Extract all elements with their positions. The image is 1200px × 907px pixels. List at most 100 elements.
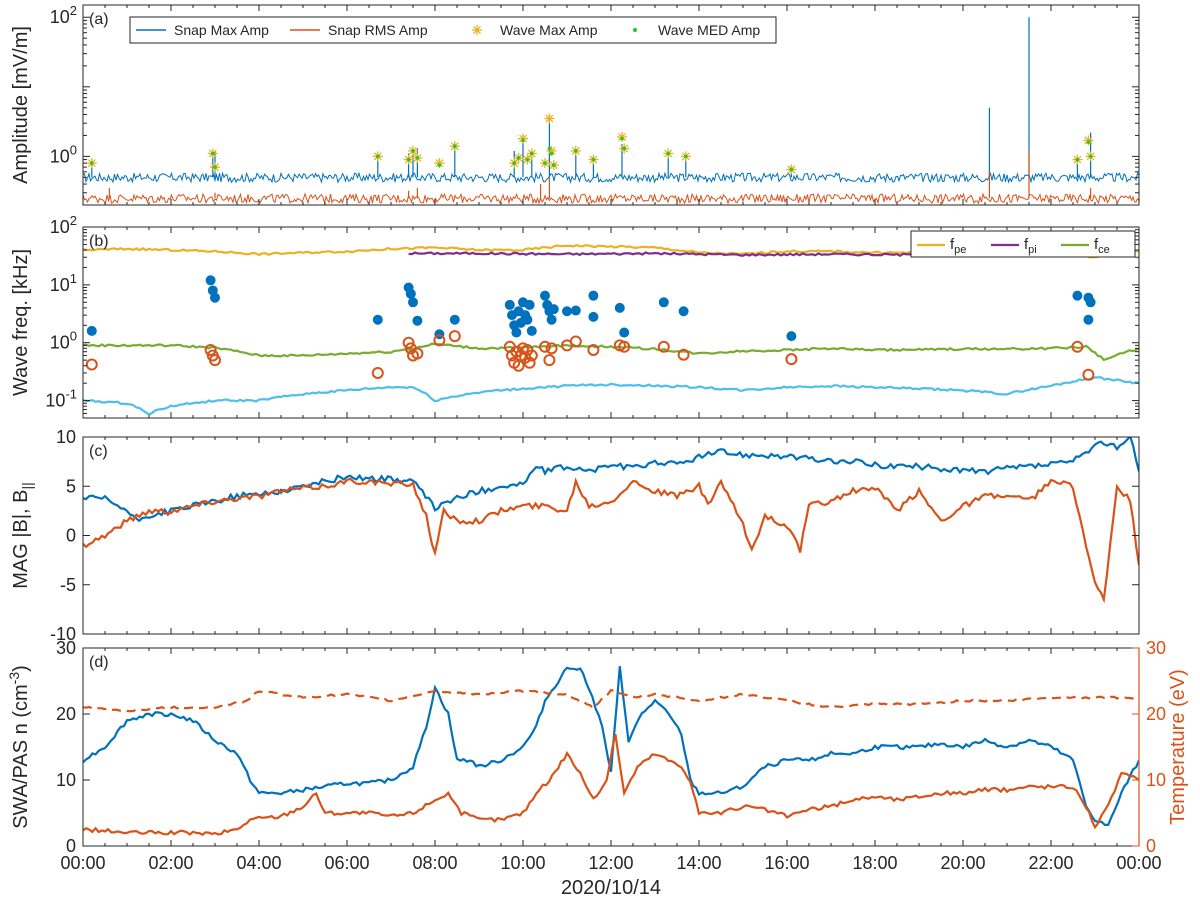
data-point: [588, 311, 599, 322]
star-stroke: [435, 159, 444, 168]
data-point-dot: [211, 151, 215, 156]
data-point: [658, 297, 669, 308]
y-tick-label: 10: [56, 427, 76, 447]
right-y-tick-label: 30: [1146, 638, 1166, 658]
data-point: [522, 314, 533, 325]
legend-box: [129, 16, 777, 44]
data-point-dot: [543, 161, 547, 165]
x-tick-label: 00:00: [60, 853, 105, 873]
data-point: [372, 314, 383, 325]
panel-label: (c): [89, 443, 108, 460]
series-line-snap-max-amp: [83, 171, 1139, 184]
y-tick-label: 101: [50, 271, 77, 295]
star-stroke: [547, 146, 556, 155]
x-axis-label: 2020/10/14: [561, 877, 661, 899]
star-stroke: [1084, 136, 1093, 145]
x-tick-label: 06:00: [324, 853, 369, 873]
panel-label: (d): [89, 654, 109, 671]
legend: fpe fpi fce: [910, 230, 1136, 258]
data-point-dot: [453, 144, 457, 149]
data-point-dot: [591, 157, 596, 162]
y-tick-label: 30: [56, 638, 76, 658]
data-point: [1083, 314, 1094, 325]
data-point: [1082, 368, 1095, 381]
data-point-dot: [376, 154, 380, 159]
series-line-t-solid: [83, 733, 1139, 836]
data-point-dot: [549, 151, 554, 156]
data-point-dot: [684, 154, 688, 159]
legend-label: fce: [1094, 236, 1110, 256]
axes-box: [82, 647, 1140, 847]
data-point: [545, 342, 558, 355]
data-point: [539, 340, 551, 353]
x-tick-label: 20:00: [940, 853, 985, 873]
right-y-tick-label: 10: [1146, 770, 1166, 790]
panel-label: (a): [89, 11, 109, 28]
y-axis-label: SWA/PAS n (cm-3): [6, 665, 32, 829]
series-line-|b|: [83, 437, 1139, 523]
data-point: [562, 306, 572, 317]
x-tick-label: 16:00: [764, 853, 809, 873]
panel-c: 10 5 0 -5 -10 (c) MAG |B|, B||: [10, 427, 1140, 644]
series-line-t-dashed: [83, 688, 1139, 713]
x-tick-label: 10:00: [500, 853, 545, 873]
data-point: [678, 306, 689, 317]
data-point-dot: [90, 161, 94, 165]
right-y-tick-label: 20: [1146, 704, 1166, 724]
data-point: [677, 348, 690, 361]
legend-label: Wave Max Amp: [500, 22, 598, 38]
data-point-dot: [789, 167, 794, 172]
y-tick-label: 0: [66, 836, 76, 856]
data-point-dot: [411, 149, 415, 153]
y-tick-label: 10-1: [45, 387, 77, 411]
data-point-dot: [666, 151, 670, 156]
data-point: [548, 304, 559, 315]
data-point: [1071, 340, 1084, 353]
data-point: [523, 356, 536, 369]
data-point-dot: [1088, 154, 1093, 159]
data-point: [618, 340, 631, 353]
data-point-dot: [516, 156, 521, 160]
data-point-dot: [622, 146, 626, 151]
right-axis-label: Temperature (eV): [1167, 669, 1189, 825]
data-point: [1085, 297, 1096, 308]
data-point: [408, 297, 418, 308]
x-tick-label: 02:00: [148, 853, 193, 873]
data-point-dot: [437, 163, 442, 167]
series-line-fce: [83, 342, 1139, 362]
x-tick-label: 00:00: [1116, 853, 1161, 873]
x-tick-label: 04:00: [236, 853, 281, 873]
legend-label: Snap Max Amp: [174, 22, 269, 38]
series-line-snap-rms-amp: [83, 192, 1139, 205]
y-tick-label: 10: [56, 770, 76, 790]
data-point-star: [544, 113, 555, 124]
data-point-star: [1083, 135, 1094, 146]
data-point: [449, 314, 460, 325]
y-tick-label: 102: [50, 213, 77, 237]
x-tick-label: 08:00: [412, 853, 457, 873]
data-point: [587, 343, 600, 356]
data-point: [210, 292, 220, 303]
data-point-dot: [406, 157, 411, 162]
y-axis-label: Amplitude [mV/m]: [10, 26, 32, 184]
data-point: [411, 347, 424, 360]
data-point: [614, 302, 625, 313]
data-point: [1072, 290, 1083, 301]
legend-label: Snap RMS Amp: [328, 22, 428, 38]
right-y-tick-label: 0: [1146, 836, 1156, 856]
data-point: [570, 305, 581, 316]
legend-label: fpe: [950, 236, 966, 256]
data-point-dot: [552, 163, 556, 167]
data-point: [785, 353, 798, 366]
data-point-dot: [415, 156, 420, 160]
data-point-dot: [574, 149, 578, 153]
data-point: [412, 315, 423, 326]
data-point: [371, 366, 384, 379]
data-point: [209, 354, 221, 367]
y-tick-label: 102: [50, 3, 77, 27]
data-point: [85, 358, 98, 371]
legend-label: Wave MED Amp: [658, 22, 760, 38]
series-line-density: [83, 666, 1139, 826]
